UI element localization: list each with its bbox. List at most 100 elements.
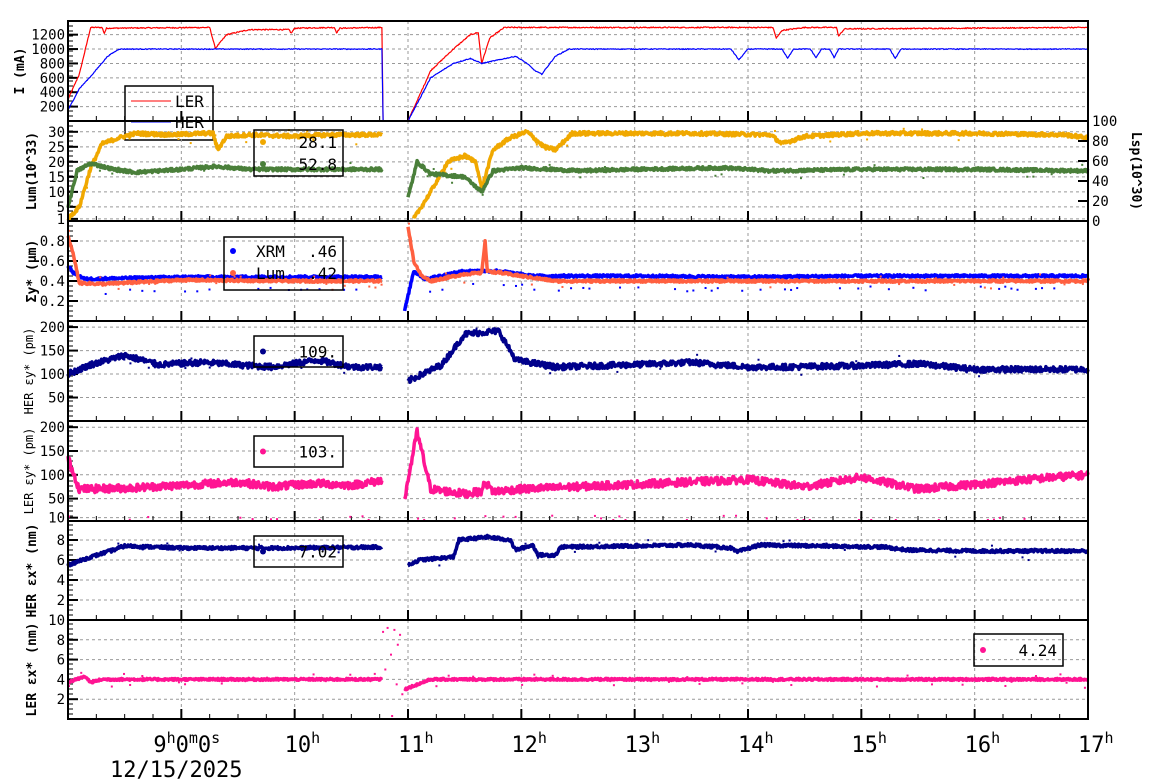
data-point bbox=[551, 674, 554, 677]
legend-marker bbox=[260, 139, 266, 145]
data-point bbox=[949, 678, 952, 681]
data-point bbox=[603, 165, 606, 168]
data-point bbox=[634, 169, 637, 172]
data-point bbox=[902, 127, 905, 130]
data-point bbox=[356, 544, 359, 547]
data-point bbox=[432, 168, 435, 171]
panel-frame bbox=[67, 20, 1089, 122]
data-point bbox=[855, 360, 858, 363]
legend-value: 103. bbox=[298, 443, 337, 462]
x-tick-unit: h bbox=[167, 729, 176, 747]
data-point bbox=[960, 550, 963, 553]
y-tick-label: 200 bbox=[40, 100, 65, 116]
data-point bbox=[714, 174, 717, 177]
data-point bbox=[349, 515, 352, 518]
y-tick-label: 15 bbox=[48, 170, 65, 186]
data-point bbox=[570, 287, 573, 290]
data-point bbox=[800, 373, 803, 376]
data-point bbox=[647, 539, 650, 542]
panel-7: 2 4 6 8 10 LER εx* (nm) bbox=[25, 613, 1090, 720]
data-point bbox=[843, 548, 846, 551]
y-tick-label: 600 bbox=[40, 71, 65, 87]
y-tick-label: 8 bbox=[57, 633, 65, 649]
data-point bbox=[141, 675, 144, 678]
data-point bbox=[692, 678, 695, 681]
data-point bbox=[355, 288, 358, 291]
panel-4: 50 100 150 200 HER εy* (pm) bbox=[22, 320, 1090, 422]
data-point bbox=[368, 285, 371, 288]
series-line bbox=[402, 268, 1090, 312]
data-point bbox=[233, 275, 236, 278]
data-point bbox=[799, 177, 802, 180]
y2-tick-label: 20 bbox=[1092, 194, 1109, 210]
data-point bbox=[1081, 163, 1084, 166]
legend-value: 109. bbox=[298, 343, 337, 362]
data-point bbox=[111, 172, 114, 175]
panel-frame bbox=[67, 320, 1089, 422]
data-point bbox=[1083, 686, 1086, 689]
data-point bbox=[123, 672, 126, 675]
data-point bbox=[487, 163, 489, 166]
data-point bbox=[906, 674, 909, 677]
data-point bbox=[836, 168, 839, 171]
y-tick-label: 2 bbox=[57, 593, 65, 609]
data-point bbox=[600, 517, 603, 520]
data-point bbox=[765, 517, 768, 520]
y2-tick-label: 100 bbox=[1092, 114, 1117, 130]
data-point bbox=[1002, 276, 1005, 279]
data-point bbox=[463, 281, 466, 284]
data-point bbox=[408, 191, 410, 194]
data-point bbox=[674, 288, 677, 291]
data-point bbox=[708, 364, 711, 367]
data-point bbox=[390, 653, 392, 656]
data-point bbox=[555, 279, 558, 282]
series-line bbox=[66, 129, 384, 222]
data-point bbox=[714, 367, 717, 370]
data-point bbox=[318, 288, 321, 291]
data-point bbox=[312, 139, 315, 142]
data-point bbox=[698, 682, 701, 685]
data-point bbox=[612, 684, 615, 687]
series-line bbox=[402, 427, 1090, 500]
data-point bbox=[976, 134, 979, 137]
data-point bbox=[653, 543, 656, 546]
data-point bbox=[500, 269, 503, 272]
data-point bbox=[374, 286, 377, 289]
data-point bbox=[856, 544, 859, 547]
data-point bbox=[1059, 673, 1062, 676]
y2-tick-label: 0 bbox=[1092, 214, 1100, 230]
data-point bbox=[788, 539, 791, 542]
data-point bbox=[153, 366, 156, 369]
data-point bbox=[380, 283, 383, 286]
series-line bbox=[66, 161, 384, 209]
series-line bbox=[406, 158, 1090, 198]
x-tick-unit: h bbox=[878, 729, 887, 747]
data-point bbox=[887, 288, 890, 291]
data-point bbox=[593, 514, 596, 517]
data-point bbox=[549, 372, 552, 375]
y-axis-label: LER εy* (pm) bbox=[22, 428, 36, 515]
data-point bbox=[637, 286, 640, 289]
data-point bbox=[481, 193, 484, 196]
data-point bbox=[160, 278, 163, 281]
data-point bbox=[898, 283, 901, 286]
y-axis-label: HER εy* (pm) bbox=[22, 328, 36, 415]
data-point bbox=[978, 375, 981, 378]
data-point bbox=[873, 164, 876, 167]
y-axis-label: Σy* (μm) bbox=[25, 240, 40, 303]
data-point bbox=[129, 362, 132, 365]
data-point bbox=[1041, 287, 1044, 290]
data-point bbox=[129, 288, 132, 291]
data-point bbox=[857, 287, 860, 290]
data-point bbox=[788, 368, 791, 371]
data-point bbox=[190, 357, 193, 360]
data-point bbox=[710, 289, 713, 292]
y-tick-label: 0.2 bbox=[40, 294, 65, 310]
data-point bbox=[269, 679, 272, 682]
data-point bbox=[833, 678, 836, 681]
legend-marker bbox=[260, 348, 266, 355]
data-point bbox=[999, 516, 1002, 519]
data-point bbox=[128, 137, 131, 140]
data-point bbox=[395, 683, 398, 686]
